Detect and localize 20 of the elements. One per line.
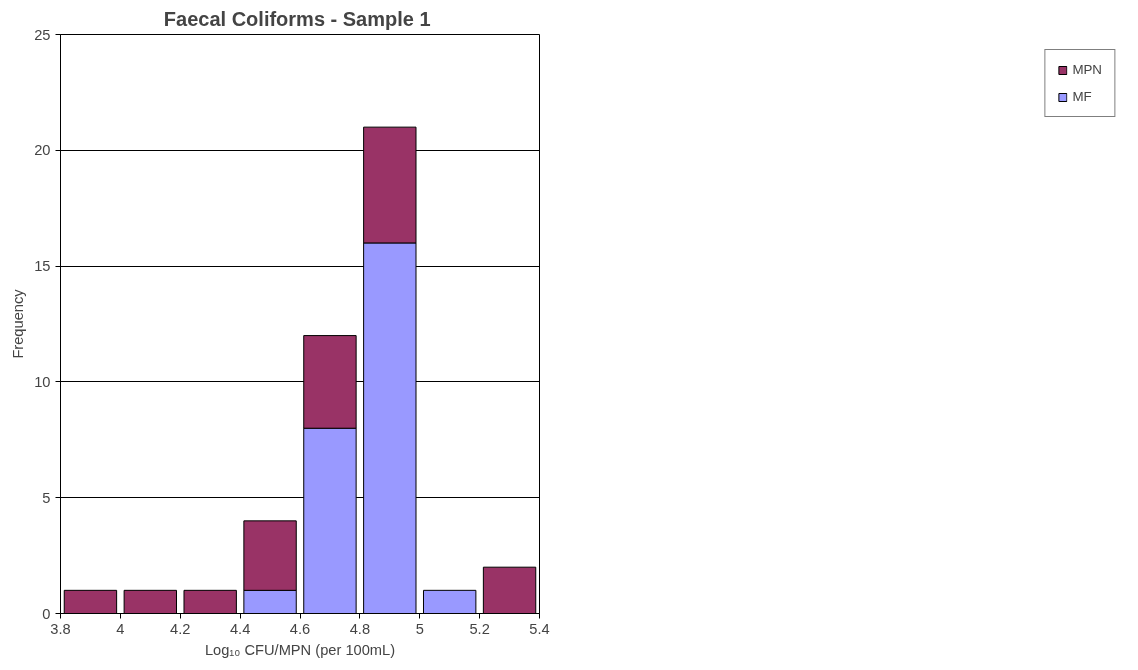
x-tick-label: 4 [116,620,125,637]
y-axis-title: Frequency [10,288,27,359]
x-tick-label: 4.2 [170,620,191,637]
x-tick-label: 4.4 [229,620,251,637]
x-tick-label: 5.2 [469,620,490,637]
x-tick-label: 5 [415,620,424,637]
x-tick-label: 3.8 [50,620,71,637]
x-axis-title: Log₁₀ CFU/MPN (per 100mL) [204,641,396,658]
legend-label: MF [1072,89,1093,104]
legend-label: MPN [1072,62,1102,77]
y-tick-label: 15 [34,258,51,275]
y-tick-label: 25 [34,26,51,43]
y-tick-label: 10 [34,373,51,390]
y-tick-label: 0 [42,605,51,622]
x-tick-label: 5.4 [529,620,550,637]
x-tick-label: 4.6 [289,620,311,637]
y-tick-label: 5 [42,489,51,506]
chart-title: Faecal Coliforms - Sample 1 [163,7,431,30]
x-tick-label: 4.8 [349,620,371,637]
y-tick-label: 20 [34,142,51,159]
